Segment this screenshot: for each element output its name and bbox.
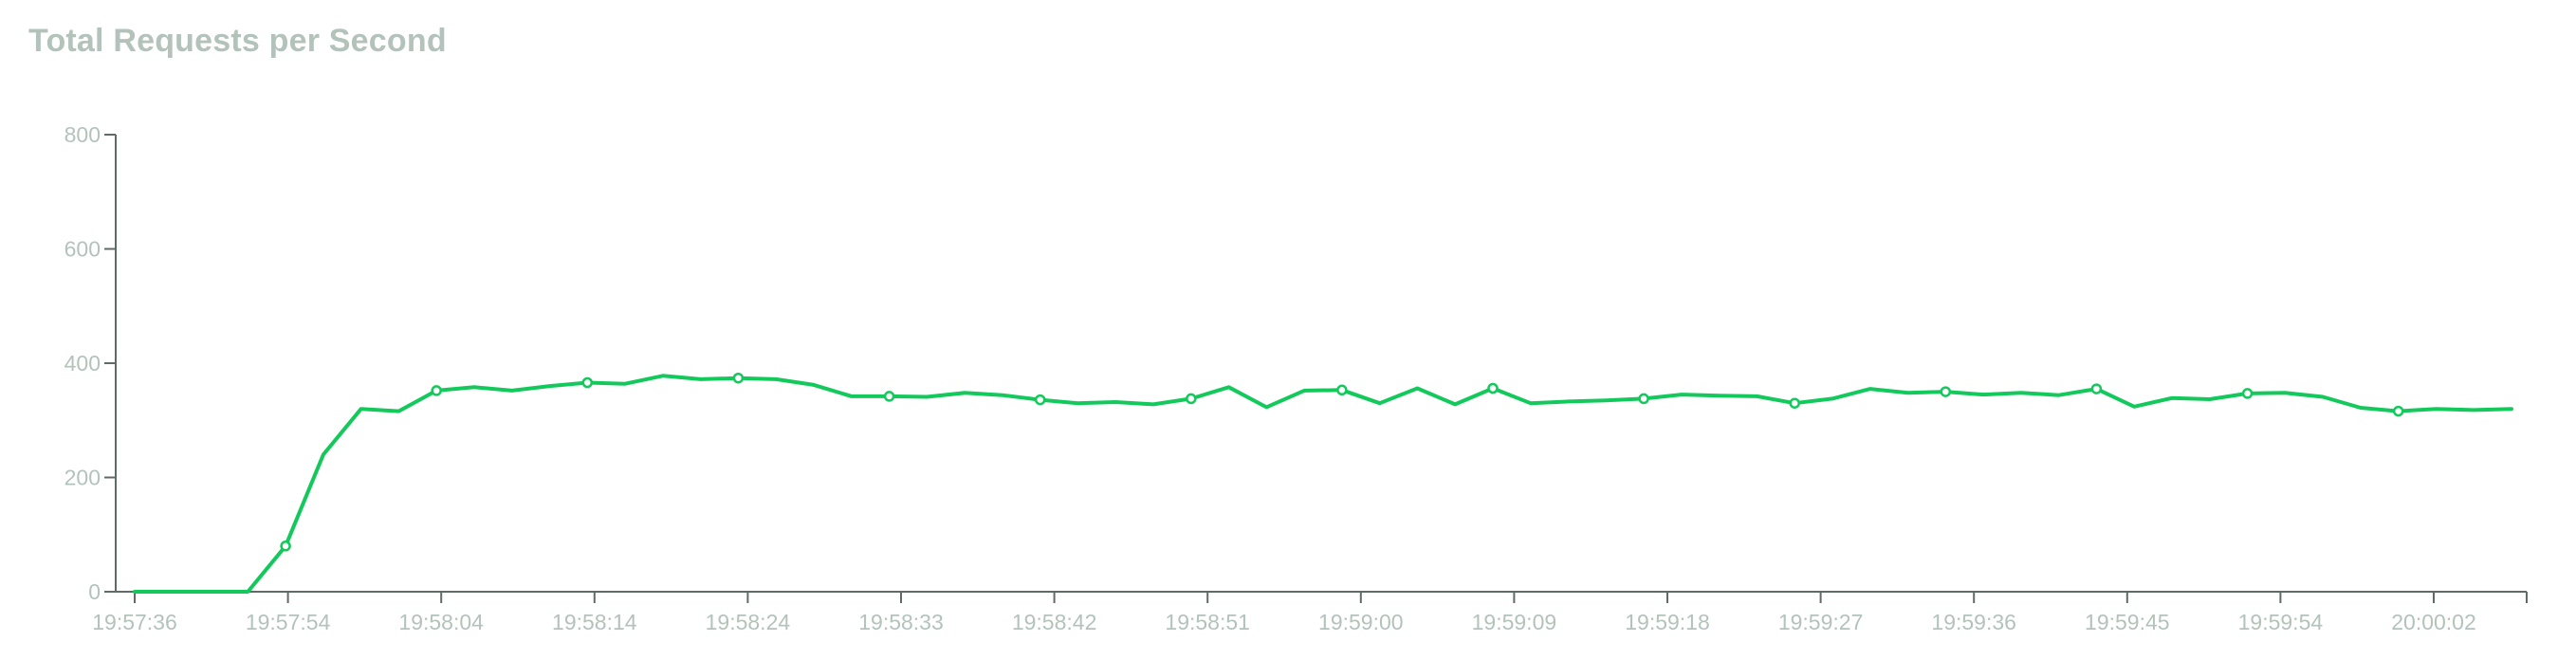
data-point[interactable]	[431, 385, 442, 396]
y-axis-ticks: 0 200 400 600 800	[64, 122, 116, 604]
data-point[interactable]	[732, 372, 745, 384]
series-line	[133, 374, 2513, 594]
data-point[interactable]	[280, 541, 291, 552]
x-tick-label: 19:58:42	[1012, 610, 1097, 634]
data-point[interactable]	[1638, 393, 1649, 405]
x-tick-label: 19:59:09	[1472, 610, 1557, 634]
x-axis-ticks: 19:57:36 19:57:54 19:58:04 19:58:14 19:58:24…	[92, 592, 2528, 634]
x-tick-label: 19:57:54	[246, 610, 331, 634]
x-tick-label: 19:59:00	[1318, 610, 1404, 634]
data-point[interactable]	[1034, 394, 1046, 406]
x-tick-label: 19:57:36	[92, 610, 177, 634]
data-point[interactable]	[2090, 383, 2103, 394]
x-tick-label: 19:58:24	[706, 610, 791, 634]
x-tick-label: 19:59:36	[1931, 610, 2016, 634]
series-group	[133, 372, 2513, 594]
data-point[interactable]	[1336, 384, 1348, 396]
x-tick-label: 19:59:18	[1625, 610, 1710, 634]
data-point[interactable]	[2241, 388, 2254, 399]
data-point[interactable]	[1789, 397, 1800, 409]
x-tick-label: 19:59:54	[2238, 610, 2324, 634]
y-tick-label: 200	[64, 466, 101, 490]
x-tick-label: 19:58:14	[552, 610, 637, 634]
x-tick-label: 19:58:51	[1165, 610, 1250, 634]
y-tick-label: 400	[64, 351, 101, 376]
data-point[interactable]	[581, 376, 594, 389]
x-tick-label: 19:59:27	[1778, 610, 1864, 634]
data-point[interactable]	[883, 391, 895, 402]
data-point[interactable]	[1487, 382, 1499, 394]
x-tick-label: 19:58:33	[858, 610, 944, 634]
data-point[interactable]	[1186, 393, 1197, 405]
chart-title: Total Requests per Second	[28, 23, 447, 59]
x-tick-label: 19:59:45	[2085, 610, 2170, 634]
data-point[interactable]	[2392, 405, 2404, 417]
x-tick-label: 20:00:02	[2391, 610, 2476, 634]
y-tick-label: 0	[88, 579, 101, 604]
data-point[interactable]	[1940, 386, 1952, 397]
y-tick-label: 600	[64, 237, 101, 262]
x-tick-label: 19:58:04	[398, 610, 484, 634]
y-tick-label: 800	[64, 122, 101, 147]
